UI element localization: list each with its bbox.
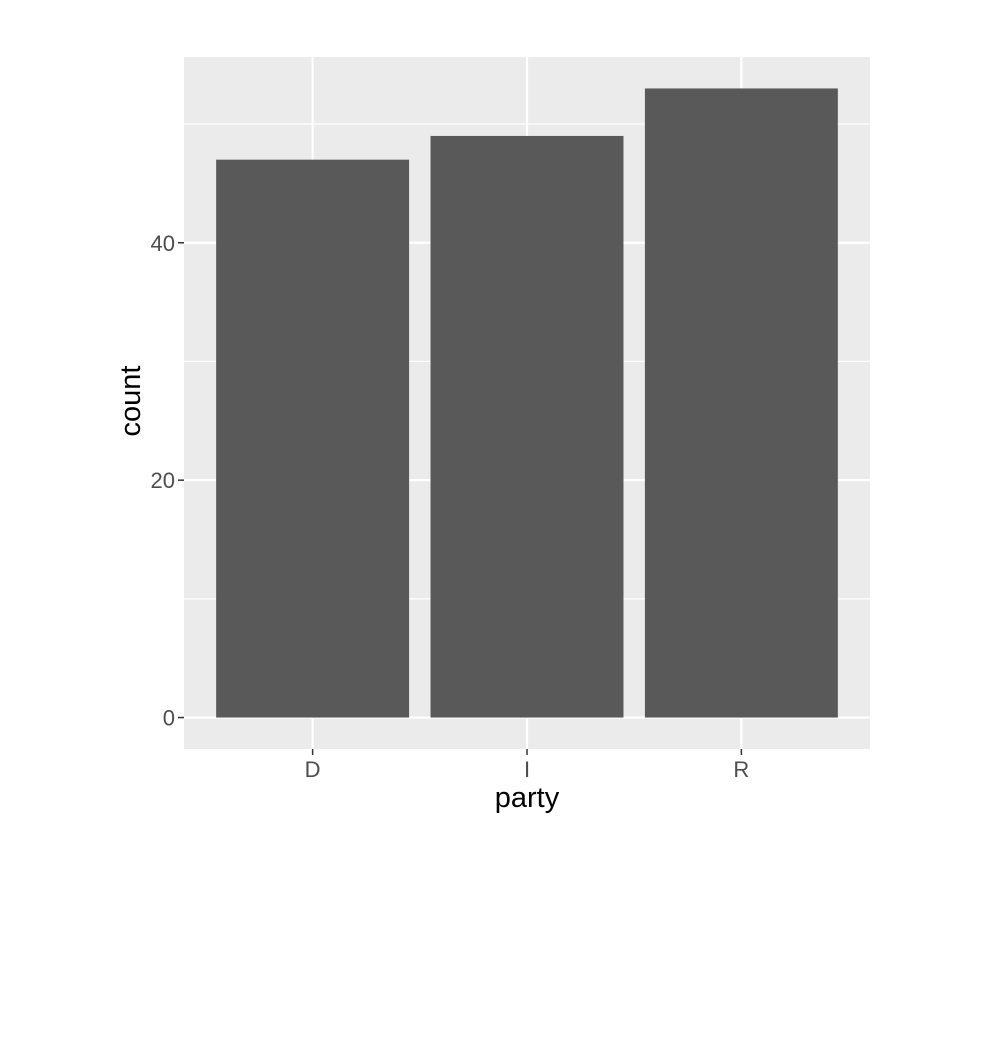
y-axis: 0 20 40 [151, 231, 184, 731]
y-tick-label: 40 [151, 231, 175, 256]
x-tick-label: I [524, 757, 530, 782]
bar-I [430, 135, 624, 718]
x-tick-label: D [305, 757, 321, 782]
bar-D [216, 159, 410, 718]
bars [216, 88, 838, 718]
y-axis-title: count [115, 366, 147, 437]
y-tick-label: 0 [163, 706, 175, 731]
y-tick-label: 20 [151, 468, 175, 493]
x-tick-label: R [733, 757, 749, 782]
x-axis-title: party [495, 782, 560, 814]
bar-R [644, 88, 838, 718]
